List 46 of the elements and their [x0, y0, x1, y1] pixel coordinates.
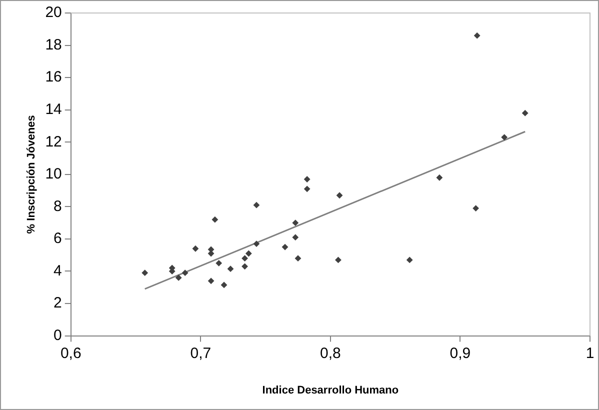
point	[228, 266, 234, 272]
point	[292, 234, 298, 240]
point	[501, 134, 508, 140]
point	[406, 256, 413, 263]
point	[176, 274, 182, 281]
y-tick-label: 16	[45, 68, 62, 86]
y-tick-label: 14	[45, 100, 62, 118]
point	[253, 202, 260, 208]
point	[221, 282, 228, 288]
x-tick-label: 0,6	[60, 344, 82, 362]
y-tick-label: 8	[54, 198, 62, 215]
y-tick-label: 0	[54, 326, 62, 344]
y-tick-label: 12	[45, 133, 62, 150]
point	[192, 246, 198, 252]
point	[253, 240, 260, 247]
point	[292, 220, 298, 226]
y-tick-label: 2	[54, 294, 62, 312]
x-tick-label: 1	[586, 344, 594, 362]
point	[242, 263, 248, 270]
y-tick-label: 4	[54, 262, 62, 280]
point	[216, 260, 222, 266]
point	[212, 216, 218, 223]
point	[242, 255, 248, 262]
point	[336, 192, 343, 198]
point	[295, 255, 301, 262]
point	[142, 270, 148, 276]
y-tick-label: 20	[45, 4, 62, 22]
point	[182, 270, 188, 276]
x-axis-title: Indice Desarrollo Humano	[262, 384, 399, 396]
point	[304, 176, 310, 182]
y-tick-label: 10	[45, 166, 62, 183]
x-tick-label: 0,8	[320, 344, 341, 362]
point	[472, 205, 479, 212]
x-tick-label: 0,9	[450, 344, 471, 362]
point	[208, 278, 214, 284]
point	[436, 174, 442, 181]
point	[246, 250, 252, 256]
point	[335, 256, 342, 263]
y-tick-label: 6	[54, 230, 62, 248]
point	[522, 110, 528, 116]
point	[304, 186, 310, 192]
x-tick-label: 0,7	[190, 344, 212, 362]
point	[474, 32, 480, 39]
y-axis-title: % Inscripción Jóvenes	[26, 115, 38, 234]
y-tick-label: 18	[45, 36, 62, 54]
point	[282, 244, 288, 250]
